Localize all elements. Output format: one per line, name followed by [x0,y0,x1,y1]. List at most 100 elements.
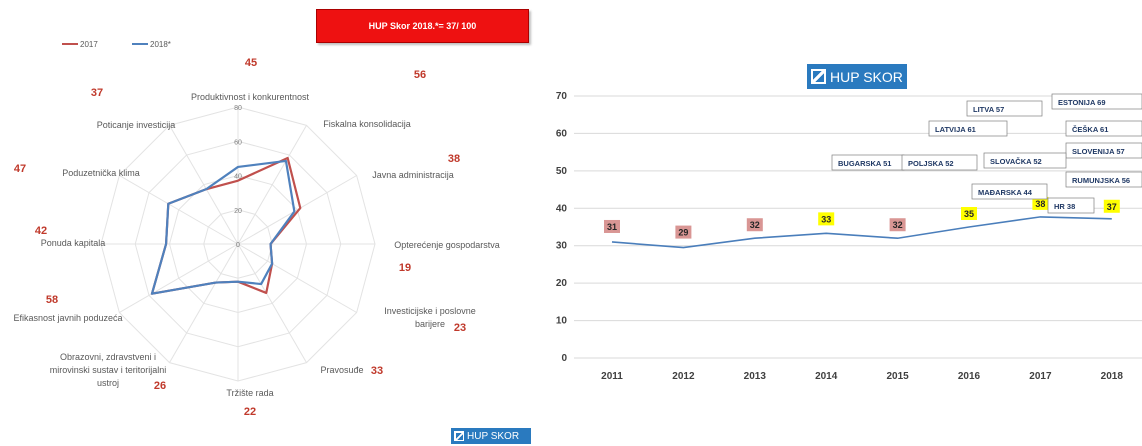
line-chart-x-tick: 2016 [958,371,981,382]
radar-axis-label: Javna administracija [372,170,454,180]
country-annotation-label: POLJSKA 52 [908,159,954,168]
radar-score-value: 33 [371,365,383,377]
line-chart-x-tick: 2015 [886,371,909,382]
radar-axis-label: Poduzetnička klima [62,168,140,178]
radar-score-value: 42 [35,225,47,237]
country-annotation-box [1065,171,1142,188]
hup-skor-logo: HUP SKOR [807,64,907,89]
country-annotation-label: LATVIJA 61 [935,125,976,134]
radar-spoke [169,125,239,245]
radar-spoke [169,243,239,363]
hup-logo-text-small: HUP SKOR [467,430,520,442]
line-chart-data-label: 37 [1107,202,1117,212]
country-annotation-label: ESTONIJA 69 [1058,98,1106,107]
country-annotation-box [971,183,1048,200]
radar-axis-label: Opterećenje gospodarstva [394,240,500,250]
radar-tick-label: 80 [234,105,242,112]
line-chart-data-label-bg [675,225,692,239]
line-chart-data-label-bg [1103,199,1120,213]
line-chart-x-tick: 2011 [601,371,623,382]
radar-spoke [237,243,357,313]
radar-spoke [237,175,357,245]
country-annotation-label: MAĐARSKA 44 [978,188,1033,197]
line-chart-series-line [611,216,1112,249]
line-chart-data-label: 29 [678,228,688,238]
radar-axis-label: Pravosuđe [320,365,363,375]
country-annotation-box [966,100,1043,117]
line-chart-y-tick: 10 [556,316,568,327]
radar-score-value: 47 [14,163,26,175]
line-chart-data-label-bg [604,219,620,233]
radar-score-value: 19 [399,262,411,274]
line-chart-data-label: 33 [821,214,831,224]
line-chart-data-label-bg [746,218,763,232]
hup-logo-icon [811,69,826,84]
radar-score-value: 45 [245,57,257,69]
line-chart-y-tick: 50 [556,166,568,177]
line-chart-x-tick: 2018 [1101,371,1124,382]
country-annotation-label: SLOVENIJA 57 [1072,147,1125,156]
hup-logo-text: HUP SKOR [830,68,903,85]
radar-tick-label: 60 [234,139,242,146]
radar-axis-label: Ponuda kapitala [41,238,106,248]
line-chart-data-label: 38 [1035,199,1045,209]
radar-score-value: 37 [91,87,103,99]
line-chart-y-tick: 60 [556,128,568,139]
radar-tick-label: 0 [236,242,240,249]
line-chart-y-tick: 0 [561,353,567,364]
radar-axis-label: Tržište rada [226,388,273,398]
country-annotation-box [1051,93,1142,110]
country-annotation-box [1065,120,1142,137]
radar-legend-label: 2017 [80,40,98,49]
line-chart-data-label: 32 [893,220,903,230]
line-chart-y-tick: 20 [556,278,568,289]
line-chart-x-tick: 2017 [1029,371,1052,382]
line-chart-data-label: 32 [750,220,760,230]
line-chart-data-label: 31 [607,222,617,232]
radar-score-value: 22 [244,406,256,418]
radar-legend-label: 2018* [150,40,171,49]
line-chart-data-label-bg [818,212,835,226]
country-annotation-label: RUMUNJSKA 56 [1072,176,1130,185]
radar-spoke [237,125,307,245]
radar-score-value: 58 [46,294,58,306]
radar-score-value: 26 [154,380,166,392]
country-annotation-label: SLOVAČKA 52 [990,157,1042,166]
line-chart-data-label-bg [961,207,977,220]
radar-spoke [237,243,307,363]
hup-logo-icon-small [454,431,464,441]
line-chart-data-label: 35 [964,209,974,219]
radar-axis-label: Poticanje investicija [97,120,176,130]
radar-axis-label: Produktivnost i konkurentnost [191,92,310,102]
radar-axis-label: Efikasnost javnih poduzeća [13,313,122,323]
radar-score-value: 56 [414,69,426,81]
line-chart-y-tick: 70 [556,91,568,102]
country-annotation-box [1065,142,1142,159]
radar-axis-label: Obrazovni, zdravstveni i mirovinski susta… [50,352,167,388]
country-annotation-label: BUGARSKA 51 [838,159,891,168]
radar-tick-label: 20 [234,208,242,215]
line-chart-y-tick: 30 [556,241,568,252]
line-chart-x-tick: 2013 [744,371,767,382]
line-chart-x-tick: 2014 [815,371,838,382]
radar-axis-label: Fiskalna konsolidacija [323,119,411,129]
line-chart-data-label-bg [889,218,906,232]
radar-tick-label: 40 [234,174,242,181]
country-annotation-box [1047,197,1095,214]
radar-spoke [119,243,239,313]
hup-skor-logo-small: HUP SKOR [451,428,531,444]
country-annotation-box [983,152,1067,169]
country-annotation-box [901,154,978,171]
country-annotation-label: ČEŠKA 61 [1072,125,1108,134]
radar-series-2018-line [150,159,296,295]
hup-score-label: HUP Skor 2018.*= 37/ 100 [368,21,477,31]
radar-spoke [119,175,239,245]
country-annotation-label: LITVA 57 [973,105,1004,114]
hup-score-badge: HUP Skor 2018.*= 37/ 100 [316,9,529,43]
line-chart-x-tick: 2012 [672,371,695,382]
line-chart-y-tick: 40 [556,203,568,214]
radar-score-value: 38 [448,153,460,165]
country-annotation-box [928,120,1008,137]
line-chart-data-label-bg [1032,196,1049,210]
